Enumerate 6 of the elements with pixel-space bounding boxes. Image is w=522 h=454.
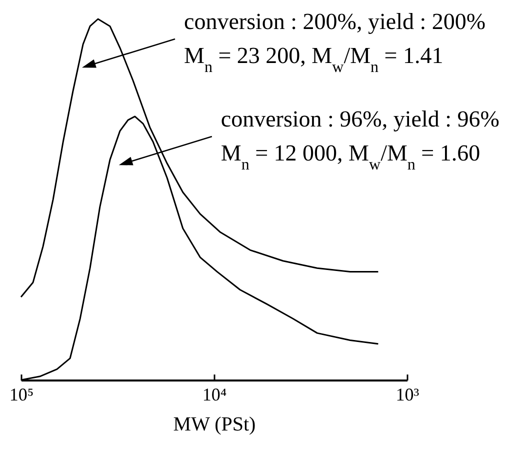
x-tick-label: 10⁵	[9, 384, 34, 404]
x-axis-title: MW (PSt)	[173, 414, 256, 436]
annotation: conversion : 200%, yield : 200% M$_{n}$ = 23 200, M$_{w}$/M$_{n}$ = 1.41	[184, 9, 486, 76]
x-tick-label: 10³	[396, 384, 420, 404]
x-tick-label: 10⁴	[202, 384, 227, 404]
annotation: conversion : 96%, yield : 96% M$_{n}$ = 12 000, M$_{w}$/M$_{n}$ = 1.60	[220, 106, 500, 173]
